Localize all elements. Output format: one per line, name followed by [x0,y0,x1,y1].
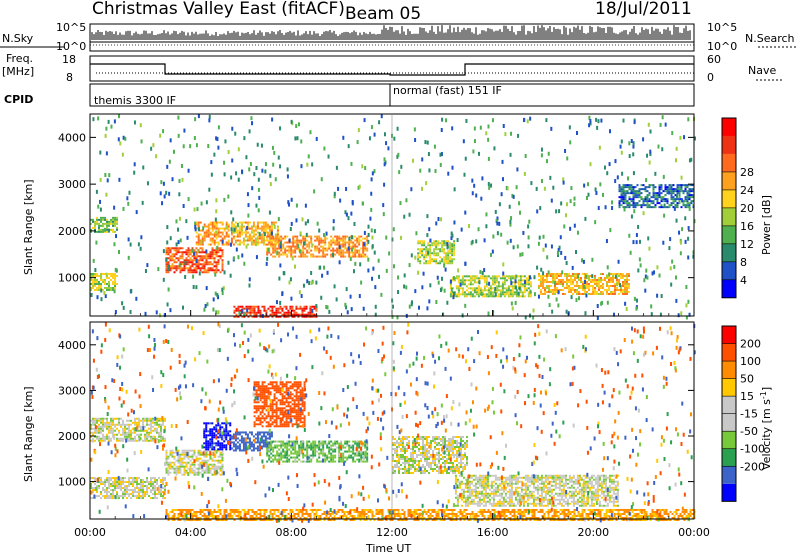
colorbar-swatch [722,396,736,414]
y-tick-label: 1000 [58,272,86,285]
x-tick-label: 00:00 [74,526,106,539]
colorbar-swatch [722,326,736,344]
cpid-strip-frame [90,84,694,106]
y-tick-label: 4000 [58,339,86,352]
colorbar-tick-label: 200 [740,338,761,351]
colorbar-swatch [722,172,736,190]
colorbar-swatch [722,118,736,136]
y-tick-label: 3000 [58,384,86,397]
x-tick-label: 08:00 [275,526,307,539]
x-tick-label: 20:00 [577,526,609,539]
colorbar-swatch [722,280,736,298]
velocity-panel: 1000 2000 3000 4000 [58,322,696,523]
x-tick-label: 16:00 [477,526,509,539]
nsky-hi-label: 10^5 [56,21,86,34]
nsky-lo-label: 10^0 [56,40,86,53]
nsearch-label: N.Search [745,32,795,45]
colorbar-swatch [722,361,736,379]
power-colorbar: 4 8 12 16 20 24 28 [722,118,754,298]
colorbar-swatch [722,190,736,208]
colorbar-tick-label: 16 [740,220,754,233]
freq-label: Freq. [6,52,33,65]
freq-strip [90,56,694,81]
x-tick-label: 04:00 [175,526,207,539]
colorbar-tick-label: 4 [740,274,747,287]
colorbar-tick-label: -50 [740,425,758,438]
colorbar-tick-label: 20 [740,202,754,215]
colorbar-tick-label: -15 [740,408,758,421]
colorbar-swatch [722,262,736,280]
y-tick-label: 4000 [58,131,86,144]
nsky-strip [0,24,694,51]
colorbar-tick-label: 24 [740,184,754,197]
colorbar-tick-label: 50 [740,373,754,386]
x-axis-label: Time UT [365,542,411,554]
velocity-y-axis-label: Slant Range [km] [22,386,35,482]
cpid-program-2: normal (fast) 151 IF [393,84,502,97]
colorbar-swatch [722,449,736,467]
power-colorbar-label: Power [dB] [760,195,773,255]
x-tick-label: 00:00 [678,526,710,539]
power-y-axis-label: Slant Range [km] [22,179,35,275]
cpid-program-1: themis 3300 IF [94,94,176,107]
y-tick-label: 1000 [58,476,86,489]
colorbar-tick-label: 15 [740,390,754,403]
freq-hi-label: 18 [62,53,76,66]
figure-title: Christmas Valley East (fitACF) [92,0,345,19]
y-tick-label: 3000 [58,178,86,191]
colorbar-tick-label: 8 [740,256,747,269]
colorbar-swatch [722,136,736,154]
colorbar-swatch [722,484,736,502]
nsky-label: N.Sky [2,32,34,45]
date-label: 18/Jul/2011 [595,0,692,19]
colorbar-tick-label: 100 [740,355,761,368]
colorbar-swatch [722,431,736,449]
nsearch-lo-label: 10^0 [707,40,737,53]
x-tick-label: 12:00 [376,526,408,539]
colorbar-swatch [722,208,736,226]
colorbar-tick-label: 12 [740,238,754,251]
colorbar-swatch [722,344,736,362]
colorbar-swatch [722,414,736,432]
colorbar-tick-label: 28 [740,166,754,179]
colorbar-swatch [722,379,736,397]
cpid-label: CPID [4,93,33,106]
beam-label: Beam 05 [345,4,421,24]
nave-lo-label: 0 [707,71,714,84]
nave-hi-label: 60 [707,53,721,66]
colorbar-swatch [722,244,736,262]
freq-lo-label: 8 [66,71,73,84]
nsearch-hi-label: 10^5 [707,21,737,34]
velocity-colorbar-label: Velocity [m s-1] [759,387,773,470]
colorbar-swatch [722,226,736,244]
colorbar-swatch [722,466,736,484]
colorbar-swatch [722,154,736,172]
freq-strip-frame [90,56,694,81]
y-tick-label: 2000 [58,430,86,443]
nave-label: Nave [748,64,776,77]
freq-unit-label: [MHz] [2,65,34,78]
power-panel: 1000 2000 3000 4000 [58,114,696,320]
y-tick-label: 2000 [58,225,86,238]
